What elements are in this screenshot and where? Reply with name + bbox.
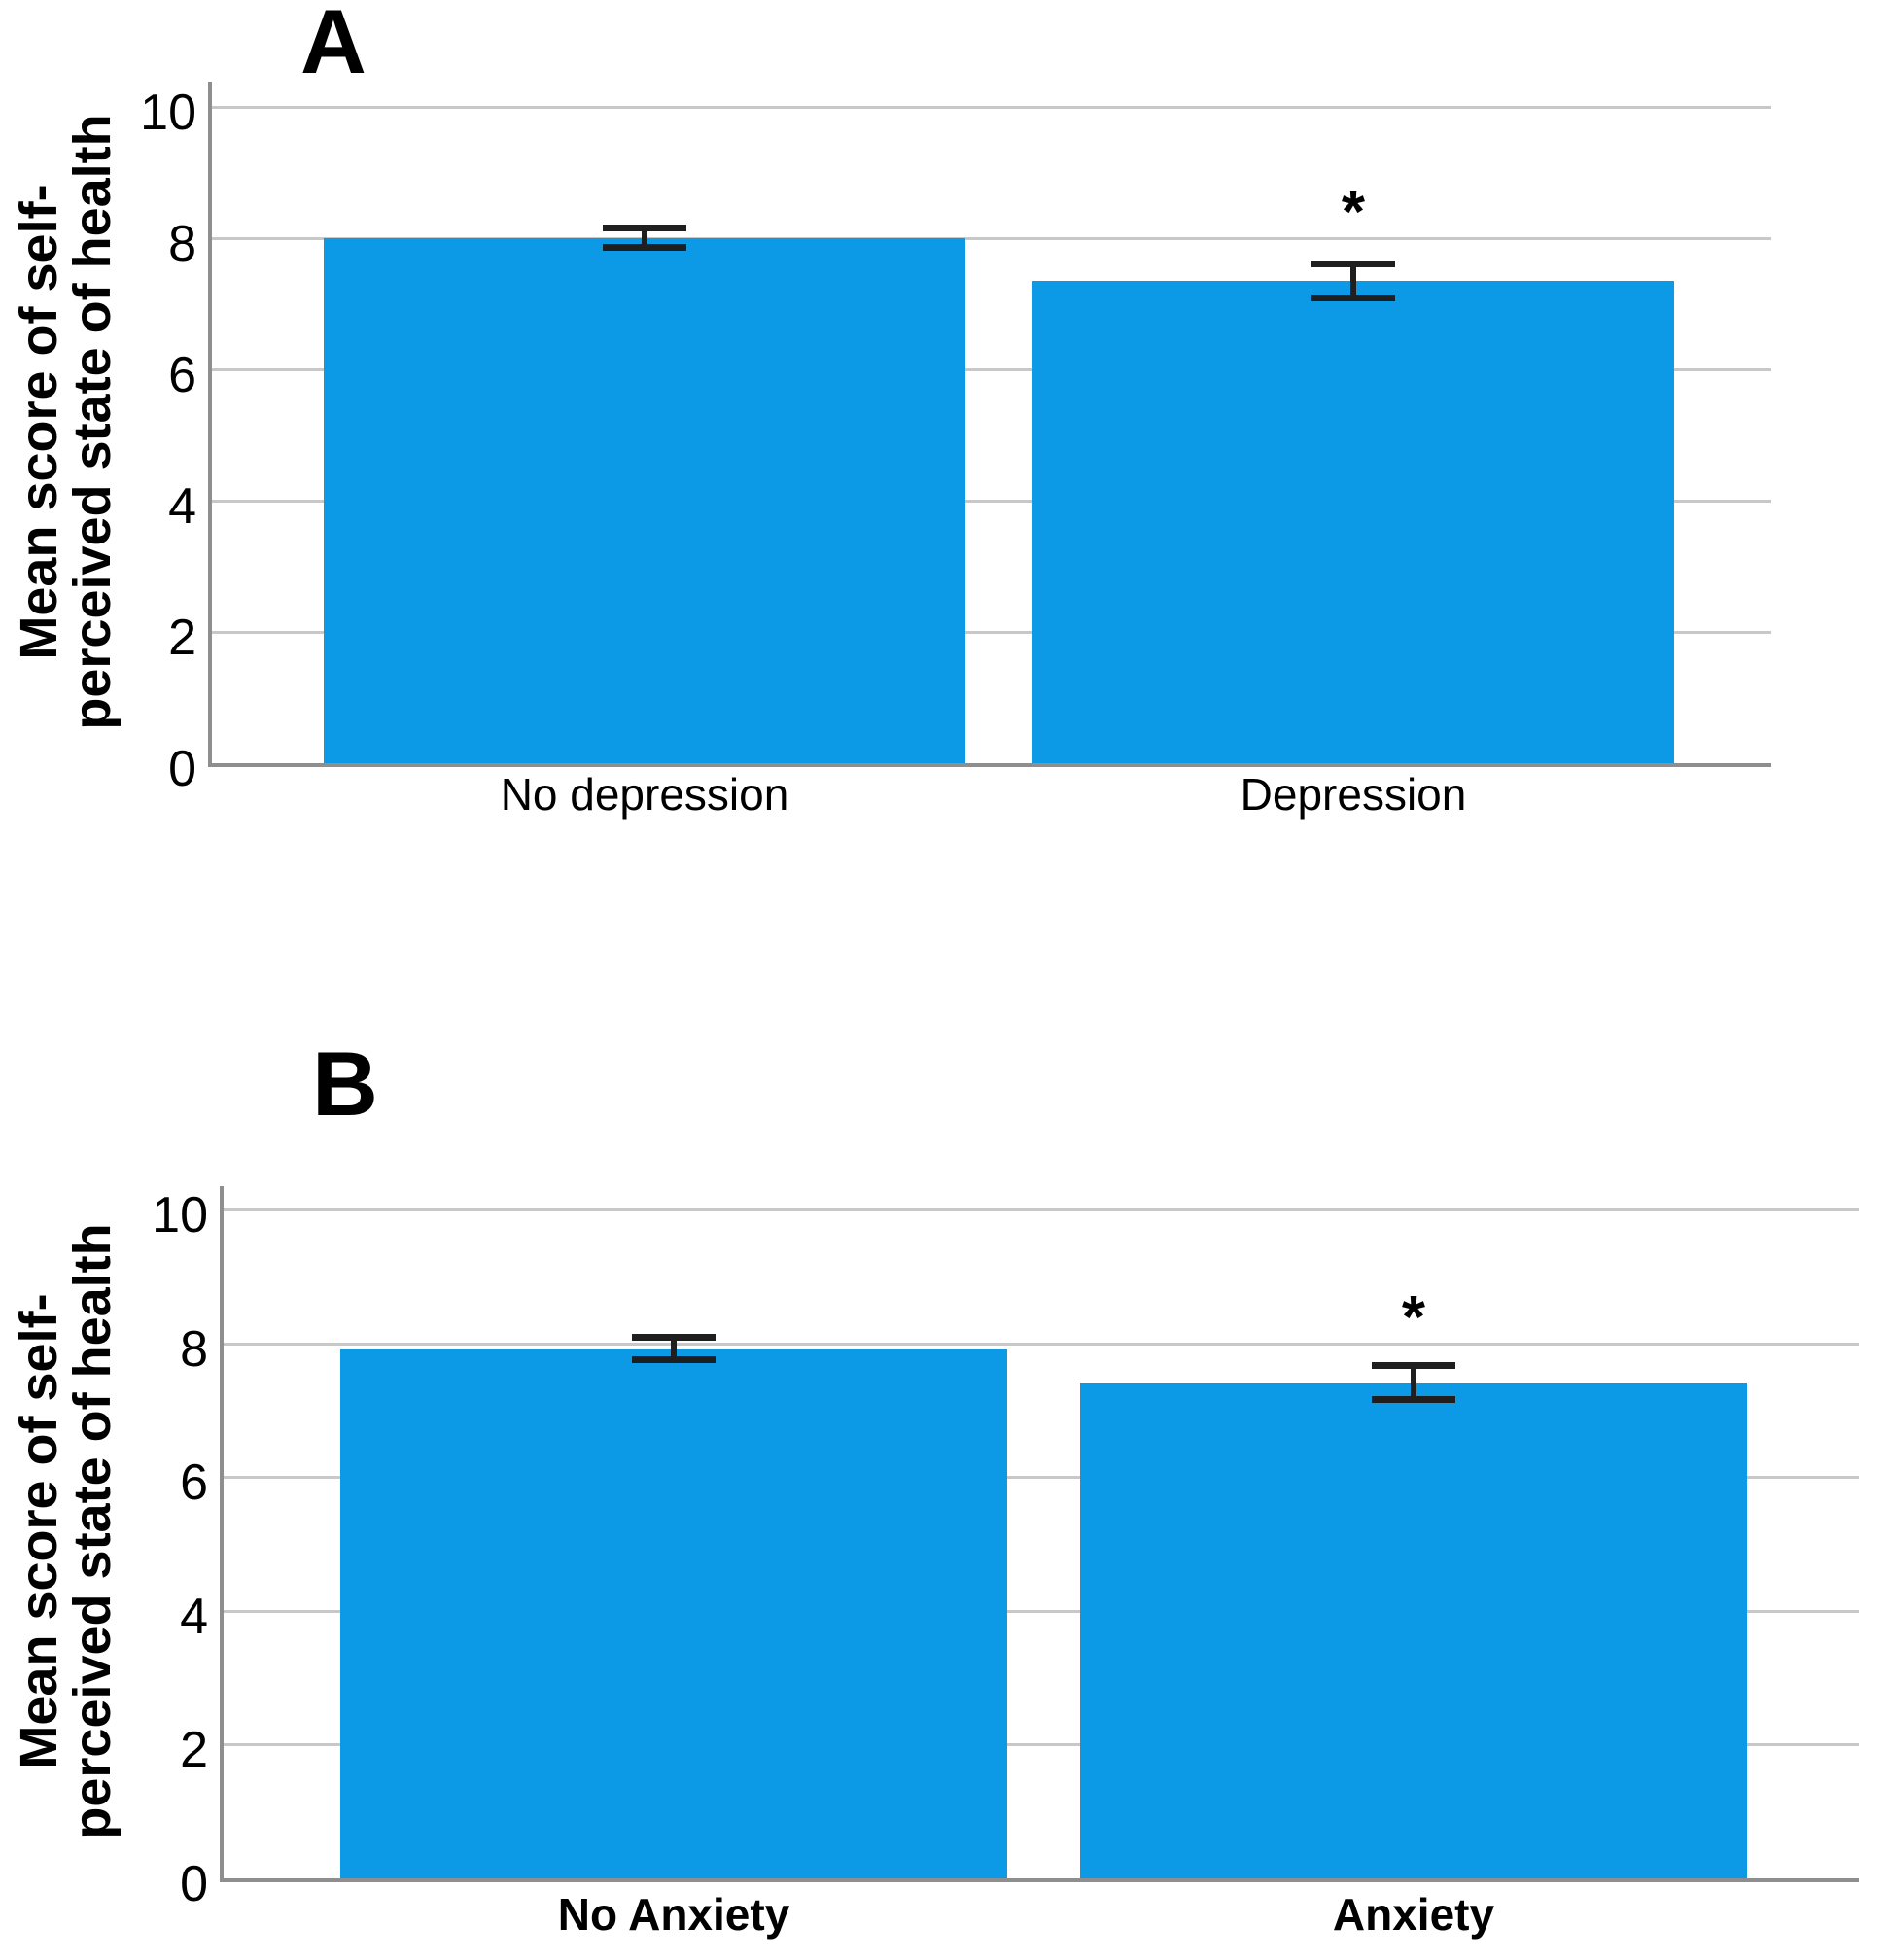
error-bar-stem: [1350, 263, 1356, 299]
y-axis-title: Mean score of self-perceived state of he…: [10, 1133, 122, 1930]
y-axis-line: [208, 82, 212, 767]
x-axis-line: [220, 1878, 1859, 1882]
y-axis-title-line: perceived state of health: [63, 1223, 122, 1839]
error-bar-stem: [642, 228, 647, 249]
gridline-y10: [212, 106, 1771, 109]
ytick-label-4: 4: [168, 478, 196, 535]
error-bar-cap-bottom: [603, 244, 686, 252]
error-bar-cap-bottom: [632, 1355, 716, 1363]
ytick-label-6: 6: [180, 1454, 208, 1512]
y-axis-title-line: Mean score of self-: [10, 1293, 68, 1769]
bar-no-anxiety: [340, 1349, 1007, 1878]
panel-letter-a: A: [300, 0, 367, 92]
x-axis-line: [208, 763, 1771, 767]
error-bar-cap-top: [603, 225, 686, 232]
ytick-label-0: 0: [168, 741, 196, 797]
y-axis-title: Mean score of self-perceived state of he…: [10, 23, 122, 821]
bar-no-depression: [324, 238, 965, 763]
xtick-label-depression: Depression: [1240, 769, 1467, 820]
significance-asterisk: *: [1341, 179, 1366, 246]
gridline-y2: [224, 1743, 1859, 1747]
gridline-y10: [224, 1208, 1859, 1211]
gridline-y8: [224, 1342, 1859, 1346]
y-axis-title-line: Mean score of self-: [10, 183, 68, 660]
error-bar-cap-bottom: [1372, 1396, 1455, 1404]
y-axis-line: [220, 1186, 224, 1882]
xtick-label-anxiety: Anxiety: [1332, 1889, 1495, 1940]
ytick-label-6: 6: [168, 347, 196, 403]
ytick-label-8: 8: [168, 216, 196, 272]
bar-depression: [1032, 280, 1674, 763]
error-bar-stem: [1411, 1364, 1416, 1401]
gridline-y6: [224, 1476, 1859, 1480]
gridline-y6: [212, 368, 1771, 371]
ytick-label-2: 2: [168, 610, 196, 666]
ytick-label-10: 10: [140, 85, 196, 141]
y-axis-title-line: perceived state of health: [63, 113, 122, 730]
ytick-label-0: 0: [180, 1856, 208, 1912]
ytick-label-2: 2: [180, 1722, 208, 1779]
bar-anxiety: [1080, 1382, 1747, 1878]
gridline-y8: [212, 237, 1771, 240]
error-bar-cap-top: [632, 1334, 716, 1342]
panel-letter-b: B: [312, 1032, 378, 1135]
gridline-y2: [212, 631, 1771, 634]
error-bar-cap-bottom: [1311, 295, 1395, 302]
ytick-label-8: 8: [180, 1320, 208, 1378]
gridline-y4: [212, 500, 1771, 503]
ytick-label-10: 10: [152, 1187, 208, 1243]
significance-asterisk: *: [1401, 1284, 1426, 1351]
error-bar-stem: [671, 1337, 677, 1360]
ytick-label-4: 4: [180, 1588, 208, 1645]
error-bar-cap-top: [1311, 261, 1395, 268]
xtick-label-no-anxiety: No Anxiety: [557, 1889, 790, 1940]
gridline-y4: [224, 1609, 1859, 1613]
xtick-label-no-depression: No depression: [500, 769, 789, 820]
error-bar-cap-top: [1372, 1361, 1455, 1369]
